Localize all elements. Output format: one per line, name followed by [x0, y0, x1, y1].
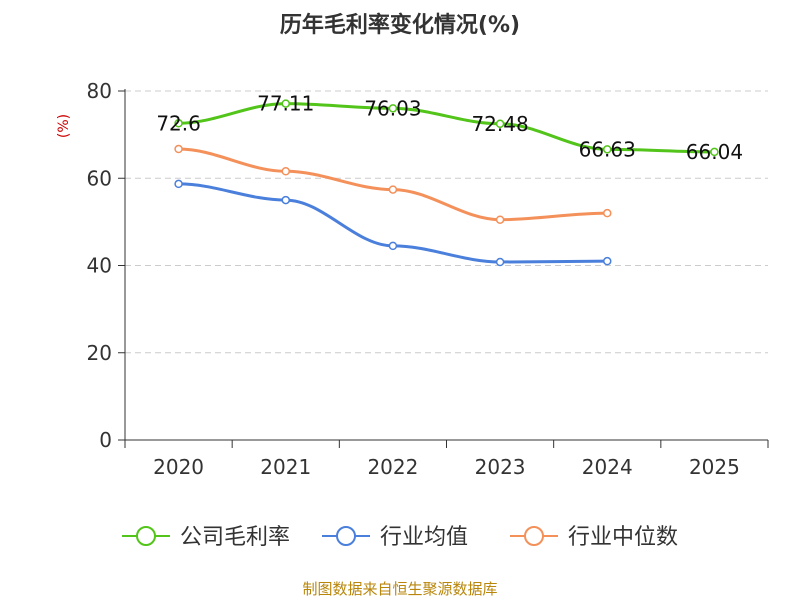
- data-point[interactable]: [495, 215, 505, 224]
- axes: 0 20 40 60 80 2020 2021 2022 2023 2024 2025: [87, 79, 769, 479]
- data-point[interactable]: [281, 195, 290, 205]
- legend-marker: [336, 526, 356, 546]
- data-point[interactable]: [174, 179, 183, 189]
- data-point[interactable]: [495, 119, 505, 129]
- data-label: 66.04: [686, 140, 743, 164]
- source-note: 制图数据来自恒生聚源数据库: [302, 580, 497, 598]
- y-tick-label: 80: [87, 79, 112, 103]
- data-label: 77.11: [257, 92, 314, 116]
- x-tick-label-2022: 2022: [367, 455, 418, 479]
- data-point[interactable]: [603, 208, 612, 218]
- data-label: 66.63: [579, 137, 636, 161]
- data-point[interactable]: [603, 145, 612, 154]
- legend-item-1[interactable]: 行业均值: [322, 525, 468, 550]
- x-tick-label-2024: 2024: [582, 455, 633, 479]
- legend-marker: [136, 526, 156, 546]
- x-tick-label-2021: 2021: [260, 455, 311, 479]
- x-tick-label-2023: 2023: [475, 455, 526, 479]
- data-point[interactable]: [174, 119, 183, 128]
- legend-label: 行业均值: [380, 525, 468, 550]
- x-tick-label-2025: 2025: [689, 455, 740, 479]
- series-line-2: [178, 147, 608, 222]
- data-point[interactable]: [388, 185, 398, 194]
- legend[interactable]: 公司毛利率 行业均值 行业中位数: [122, 525, 678, 550]
- chart-title: 历年毛利率变化情况(%): [280, 12, 520, 38]
- data-label: 72.48: [471, 112, 528, 136]
- legend-item-2[interactable]: 行业中位数: [510, 525, 678, 550]
- data-label: 72.6: [156, 111, 201, 135]
- data-point[interactable]: [174, 144, 183, 154]
- y-tick-label: 20: [87, 341, 112, 365]
- data-point[interactable]: [281, 167, 290, 176]
- legend-marker: [524, 526, 544, 546]
- y-axis-unit: (%): [56, 114, 72, 138]
- data-point[interactable]: [710, 147, 719, 157]
- series-line-0: [178, 102, 715, 154]
- data-point[interactable]: [281, 99, 290, 108]
- y-tick-label: 0: [99, 428, 112, 452]
- x-tick-label-2020: 2020: [153, 455, 204, 479]
- legend-label: 行业中位数: [568, 525, 678, 550]
- data-point[interactable]: [388, 241, 398, 251]
- y-tick-label: 60: [87, 166, 112, 190]
- series-line-1: [178, 182, 608, 264]
- data-point[interactable]: [388, 104, 398, 113]
- legend-item-0[interactable]: 公司毛利率: [122, 525, 290, 550]
- data-label: 76.03: [364, 96, 421, 120]
- data-point[interactable]: [603, 256, 612, 266]
- legend-label: 公司毛利率: [180, 525, 290, 550]
- gridlines: [125, 90, 768, 354]
- series-group: [174, 99, 719, 267]
- y-tick-label: 40: [87, 254, 112, 278]
- data-point[interactable]: [495, 257, 505, 267]
- data-labels: 72.6 77.11 76.03 72.48 66.63 66.04: [156, 92, 743, 164]
